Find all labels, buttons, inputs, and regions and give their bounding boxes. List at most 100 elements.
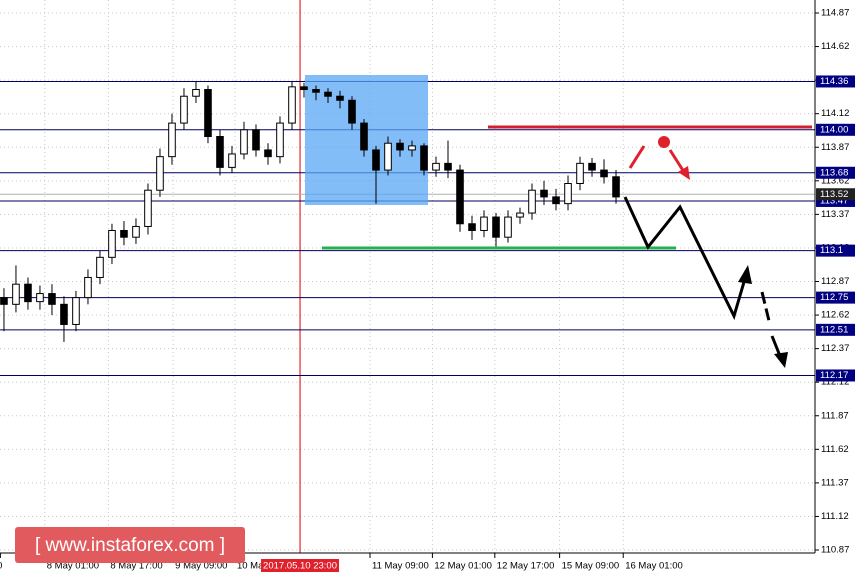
level-label-box	[816, 291, 855, 304]
candle-body	[240, 129, 248, 155]
candle-body	[96, 256, 104, 278]
y-tick-label: 113.87	[821, 142, 849, 153]
level-label-box	[816, 369, 855, 382]
y-tick-label: 110.87	[821, 545, 849, 556]
candle-body	[192, 89, 200, 97]
candle-body	[492, 216, 500, 238]
y-tick-label: 111.87	[821, 410, 849, 421]
y-tick-label: 111.37	[821, 477, 849, 488]
candle-body	[600, 169, 608, 178]
candle-body	[144, 189, 152, 227]
candle-body	[252, 129, 260, 151]
y-tick-label: 112.37	[821, 343, 849, 354]
level-label-box	[816, 123, 855, 136]
watermark-box	[15, 527, 245, 563]
y-tick-label: 114.87	[821, 8, 849, 19]
level-label: 112.51	[820, 324, 848, 335]
candle-body	[552, 196, 560, 205]
x-tick-label: 8 May 01:00	[47, 561, 99, 572]
candle-body	[384, 142, 392, 171]
y-tick-label: 111.12	[821, 511, 849, 522]
level-label: 114.36	[820, 76, 848, 87]
candle-body	[432, 162, 440, 171]
path	[760, 291, 772, 326]
axis-layer: 114.87114.62114.37114.12113.87113.62113.…	[0, 8, 855, 572]
y-tick-label: 112.62	[821, 310, 849, 321]
candles	[0, 81, 620, 342]
x-tick-label: 12 May 01:00	[434, 561, 492, 572]
candle-body	[84, 276, 92, 299]
candle-body	[60, 303, 68, 325]
level-label-box	[816, 75, 855, 88]
level-label-box	[816, 166, 855, 179]
path	[770, 335, 782, 357]
y-tick-label: 113.37	[821, 209, 849, 220]
candle-body	[348, 99, 356, 124]
x-tick-label: 15 May 09:00	[562, 561, 620, 572]
candle-body	[216, 136, 224, 168]
candle-body	[36, 293, 44, 303]
candle-body	[156, 156, 164, 191]
candle-body	[456, 169, 464, 225]
candle-body	[300, 86, 308, 91]
candle-body	[204, 89, 212, 138]
y-tick-label: 112.87	[821, 276, 849, 287]
candle-body	[360, 122, 368, 151]
candle-body	[180, 95, 188, 124]
x-tick-label: 8 May 17:00	[110, 561, 162, 572]
candle-body	[120, 229, 128, 238]
y-tick-label: 112.12	[821, 377, 849, 388]
candle-body	[132, 225, 140, 238]
candle-body	[444, 162, 452, 171]
candle-body	[264, 149, 272, 158]
crosshair-label: 2017.05.10 23:00	[263, 561, 337, 572]
marker	[658, 136, 670, 148]
candle-body	[336, 95, 344, 101]
candle-body	[528, 189, 536, 214]
candle-body	[408, 145, 416, 151]
y-tick-label: 114.62	[821, 41, 849, 52]
scenario-red	[628, 136, 690, 180]
candle-body	[168, 122, 176, 158]
candle-body	[0, 297, 8, 305]
candle-body	[372, 149, 380, 171]
level-label: 114.00	[820, 124, 848, 135]
x-tick-label: 16 May 01:00	[625, 561, 683, 572]
y-tick-label: 111.62	[821, 444, 849, 455]
candle-body	[588, 162, 596, 171]
candle-body	[420, 145, 428, 171]
candle-body	[612, 176, 620, 198]
crosshair-label-box	[261, 559, 340, 572]
arrow-head	[678, 166, 690, 180]
scenario-black	[623, 196, 788, 368]
candle-body	[228, 153, 236, 168]
candle-body	[24, 283, 32, 303]
y-tick-label: 114.12	[821, 108, 849, 119]
arrow-head	[774, 352, 788, 368]
candle-body	[540, 189, 548, 198]
candle-body	[516, 212, 524, 218]
arrow	[668, 149, 686, 173]
candle-body	[276, 122, 284, 158]
candle-body	[108, 229, 116, 258]
candle-body	[564, 182, 572, 205]
candle-body	[312, 89, 320, 93]
x-tick-label: 00	[0, 561, 2, 572]
x-tick-label: 9 May 09:00	[175, 561, 227, 572]
candle-body	[48, 293, 56, 305]
level-label: 113.1	[820, 245, 843, 256]
candle-body	[504, 216, 512, 238]
candle-body	[576, 162, 584, 184]
arrow-head	[738, 265, 752, 284]
level-label: 113.68	[820, 167, 848, 178]
candle-body	[324, 91, 332, 97]
path	[623, 196, 746, 321]
candle-body	[72, 297, 80, 325]
candle-body	[288, 86, 296, 124]
level-label: 113.47	[820, 195, 848, 206]
y-tick-label: 113.62	[821, 175, 849, 186]
candle-body	[396, 142, 404, 151]
level-label-box	[816, 323, 855, 336]
